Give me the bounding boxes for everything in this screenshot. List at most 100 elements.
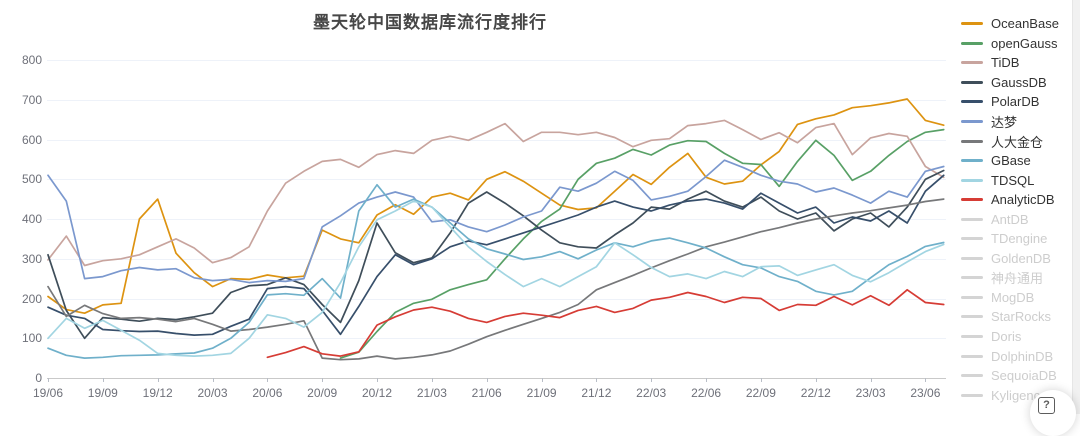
y-axis-tick-label: 800 [21,53,42,67]
y-gridline [47,60,946,61]
series-line-GaussDB [47,169,945,340]
series-line-GBase [47,183,945,359]
y-axis-tick-label: 500 [21,172,42,187]
legend-swatch [961,100,983,104]
x-axis-tick-mark [102,378,104,382]
series-line-openGauss [339,128,945,359]
y-gridline [47,219,946,220]
legend-label: GaussDB [991,74,1047,90]
legend-swatch [961,374,983,378]
y-gridline [47,298,946,300]
legend-swatch [961,354,983,358]
legend-item-DolphinDB[interactable]: DolphinDB [961,346,1059,366]
x-axis-tick-mark [377,378,378,382]
y-axis-tick-label: 0 [35,371,42,385]
legend-item-Doris[interactable]: Doris [961,327,1059,347]
legend-swatch [961,335,983,339]
legend-item-GBase[interactable]: GBase [961,151,1059,171]
x-axis-tick-mark [322,378,324,382]
legend-label: AntDB [991,211,1029,227]
x-axis-tick-label: 22/06 [691,386,722,400]
legend-item-OceanBase[interactable]: OceanBase [961,14,1059,34]
legend-label: 人大金仓 [991,134,1044,150]
legend-swatch [961,61,983,65]
x-axis-tick-label: 20/06 [252,386,283,400]
legend-item-GaussDB[interactable]: GaussDB [961,73,1059,93]
series-line-TDSQL [47,200,945,357]
y-gridline [47,99,946,101]
legend-label: TDSQL [991,172,1035,188]
legend-item-神舟通用[interactable]: 神舟通用 [961,268,1059,288]
legend-label: Doris [991,329,1022,345]
x-axis-tick-mark [870,378,872,382]
legend-item-SequoiaDB[interactable]: SequoiaDB [961,366,1059,386]
legend-label: SequoiaDB [991,368,1057,384]
x-axis-tick-mark [815,378,817,382]
y-axis-tick-label: 400 [21,212,42,226]
y-gridline [47,179,946,181]
legend-item-openGauss[interactable]: openGauss [961,34,1059,54]
x-axis-tick-label: 19/09 [87,386,118,400]
x-axis-tick-mark [706,378,708,382]
question-mark-icon: ? [1038,397,1055,414]
legend-label: 达梦 [991,115,1018,130]
y-axis-tick-label: 200 [21,291,42,306]
y-gridline [47,258,946,260]
chart-legend: OceanBase openGauss TiDB GaussDB PolarDB 达梦人大… [961,14,1059,405]
help-button[interactable]: ? [1030,390,1076,436]
y-axis-tick-label: 300 [21,251,42,266]
legend-swatch [961,120,983,123]
legend-item-TiDB[interactable]: TiDB [961,53,1059,73]
series-line-TiDB [47,119,945,267]
legend-swatch [961,139,983,143]
x-axis-tick-mark [651,378,653,382]
legend-item-TDengine[interactable]: TDengine [961,229,1059,249]
x-axis-tick-label: 21/09 [526,386,557,400]
legend-swatch [961,217,983,221]
legend-swatch [961,237,983,241]
legend-label: MogDB [991,289,1035,305]
x-axis-tick-label: 21/03 [416,386,447,400]
legend-label: PolarDB [991,94,1040,110]
x-axis-tick-label: 22/12 [800,386,831,400]
legend-swatch [961,256,983,260]
series-line-PolarDB [47,174,945,336]
x-axis-tick-label: 21/12 [581,386,612,400]
legend-label: StarRocks [991,309,1051,325]
y-axis-tick-label: 700 [21,92,42,107]
x-axis-tick-mark [760,378,762,382]
legend-label: TDengine [991,231,1048,247]
series-lines-layer [47,98,945,361]
legend-item-MogDB[interactable]: MogDB [961,288,1059,308]
legend-item-达梦[interactable]: 达梦 [961,112,1059,132]
chart-plot-area: 墨天轮中国数据库流行度排行 800 700 600 500 400 300 200 100 0 1… [21,13,946,400]
legend-item-AntDB[interactable]: AntDB [961,209,1059,229]
x-axis-tick-label: 22/09 [745,386,776,400]
legend-item-AnalyticDB[interactable]: AnalyticDB [961,190,1059,210]
legend-item-TDSQL[interactable]: TDSQL [961,170,1059,190]
legend-item-GoldenDB[interactable]: GoldenDB [961,249,1059,269]
legend-label: AnalyticDB [991,192,1055,208]
x-axis-tick-mark [48,378,49,382]
scrollbar-track[interactable] [1072,0,1080,414]
x-axis-tick-mark [212,378,214,382]
x-axis-tick-label: 20/12 [361,386,393,400]
legend-swatch [961,315,983,319]
legend-swatch [961,393,983,397]
x-axis-tick-mark [431,378,433,382]
x-axis-tick-label: 22/03 [636,386,667,400]
legend-label: TiDB [991,55,1020,71]
y-axis-tick-label: 100 [21,331,42,346]
legend-swatch [961,178,983,182]
series-line-人大金仓 [47,198,945,361]
legend-item-PolarDB[interactable]: PolarDB [961,92,1059,112]
legend-swatch [961,276,983,280]
legend-label: openGauss [991,35,1058,51]
legend-item-StarRocks[interactable]: StarRocks [961,307,1059,327]
legend-item-人大金仓[interactable]: 人大金仓 [961,131,1059,151]
x-axis-tick-mark [596,378,598,382]
legend-swatch [961,198,983,202]
series-line-达梦 [47,159,945,284]
x-axis-tick-label: 23/06 [910,386,941,400]
x-axis-tick-label: 19/06 [32,386,64,400]
